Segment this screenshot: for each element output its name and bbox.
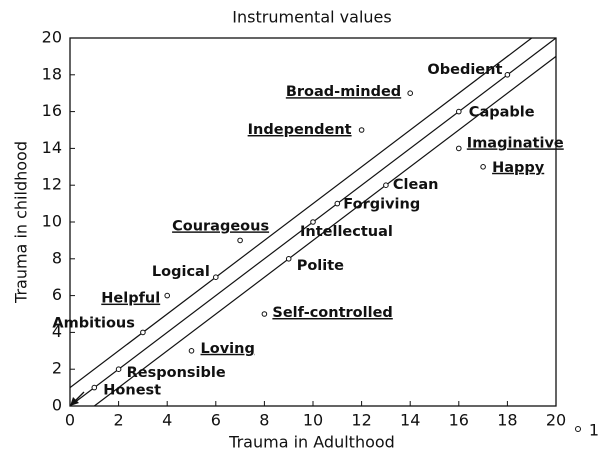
y-tick-label: 4 xyxy=(52,322,62,341)
y-tick-label: 2 xyxy=(52,359,62,378)
y-tick-label: 6 xyxy=(52,285,62,304)
point-label: Loving xyxy=(201,341,255,357)
x-tick-label: 20 xyxy=(546,411,566,430)
point xyxy=(456,145,462,152)
y-tick-label: 14 xyxy=(42,138,62,157)
point xyxy=(164,292,170,299)
point-label: Clean xyxy=(393,177,439,193)
y-tick-label: 10 xyxy=(42,212,62,231)
point xyxy=(310,219,316,225)
x-tick-label: 6 xyxy=(211,411,221,430)
point-label: Obedient xyxy=(427,62,502,78)
point-label: Happy xyxy=(492,160,545,176)
x-tick-label: 2 xyxy=(114,411,124,430)
point-label: Honest xyxy=(103,383,161,399)
y-tick-label: 12 xyxy=(42,175,62,194)
point xyxy=(91,384,98,391)
point xyxy=(213,274,219,281)
point xyxy=(504,72,511,78)
point-label: Helpful xyxy=(101,291,160,307)
x-tick-label: 18 xyxy=(497,411,517,430)
x-tick-label: 14 xyxy=(400,411,420,430)
point xyxy=(456,108,462,115)
point-label: Logical xyxy=(152,264,210,280)
x-tick-label: 16 xyxy=(449,411,469,430)
x-tick-label: 4 xyxy=(162,411,172,430)
point xyxy=(188,348,195,354)
x-tick-label: 0 xyxy=(65,411,75,430)
y-tick-label: 16 xyxy=(42,101,62,120)
point-label: Imaginative xyxy=(467,135,564,151)
point-label: Ambitious xyxy=(52,315,135,331)
x-axis-label: Trauma in Adulthood xyxy=(228,433,395,452)
y-axis-label: Trauma in childhood xyxy=(12,141,31,304)
point-label: Independent xyxy=(248,122,352,138)
point-label: Intellectual xyxy=(300,224,393,240)
legend-label: 1 xyxy=(589,421,599,440)
point-label: Forgiving xyxy=(343,197,420,213)
point xyxy=(383,182,389,188)
point xyxy=(140,329,146,336)
point xyxy=(285,256,292,262)
legend-marker xyxy=(575,426,581,432)
chart-title: Instrumental values xyxy=(232,8,391,27)
y-tick-label: 20 xyxy=(42,28,62,47)
point xyxy=(407,90,414,96)
point xyxy=(261,311,268,317)
point-label: Responsible xyxy=(127,365,226,381)
reference-line xyxy=(69,37,533,389)
point xyxy=(358,127,365,133)
point xyxy=(115,366,122,373)
reference-line xyxy=(93,55,557,407)
y-tick-label: 0 xyxy=(52,396,62,415)
y-tick-label: 18 xyxy=(42,64,62,83)
point xyxy=(480,164,486,170)
point-label: Self-controlled xyxy=(272,305,392,321)
point-label: Courageous xyxy=(172,218,269,234)
x-tick-label: 8 xyxy=(259,411,269,430)
point-label: Broad-minded xyxy=(286,84,401,100)
x-tick-label: 10 xyxy=(303,411,323,430)
point xyxy=(237,237,243,244)
point-label: Capable xyxy=(469,105,535,121)
point-label: Polite xyxy=(297,258,344,274)
x-tick-label: 12 xyxy=(351,411,371,430)
y-tick-label: 8 xyxy=(52,248,62,267)
point xyxy=(334,200,341,207)
